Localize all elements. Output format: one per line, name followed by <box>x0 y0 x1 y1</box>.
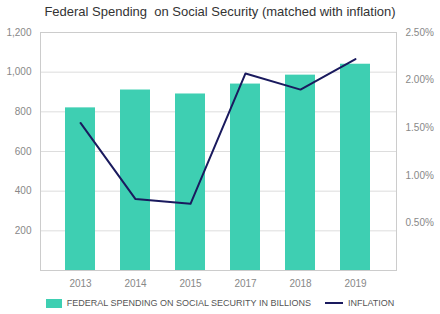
svg-text:600: 600 <box>15 146 32 157</box>
svg-text:0.50%: 0.50% <box>406 217 434 228</box>
html-text:Federal Spending on Social Sec: Federal Spending on Social Security (mat… <box>44 4 396 19</box>
svg-text:1,200: 1,200 <box>6 27 31 38</box>
svg-text:2017: 2017 <box>234 278 257 289</box>
svg-text:2018: 2018 <box>289 278 312 289</box>
svg-text:2019: 2019 <box>344 278 367 289</box>
svg-text:2.50%: 2.50% <box>406 27 434 38</box>
svg-text:200: 200 <box>15 225 32 236</box>
svg-text:2015: 2015 <box>179 278 202 289</box>
svg-text:800: 800 <box>15 106 32 117</box>
svg-text:2013: 2013 <box>69 278 92 289</box>
svg-text:2.00%: 2.00% <box>406 74 434 85</box>
svg-text:1,000: 1,000 <box>6 66 31 77</box>
svg-text:1.00%: 1.00% <box>406 170 434 181</box>
svg-text:1.50%: 1.50% <box>406 122 434 133</box>
html-text:FEDERAL SPENDING ON SOCIAL SEC: FEDERAL SPENDING ON SOCIAL SECURITY IN B… <box>66 298 311 308</box>
svg-text:400: 400 <box>15 185 32 196</box>
svg-text:2014: 2014 <box>124 278 147 289</box>
html-text:INFLATION: INFLATION <box>347 298 395 308</box>
